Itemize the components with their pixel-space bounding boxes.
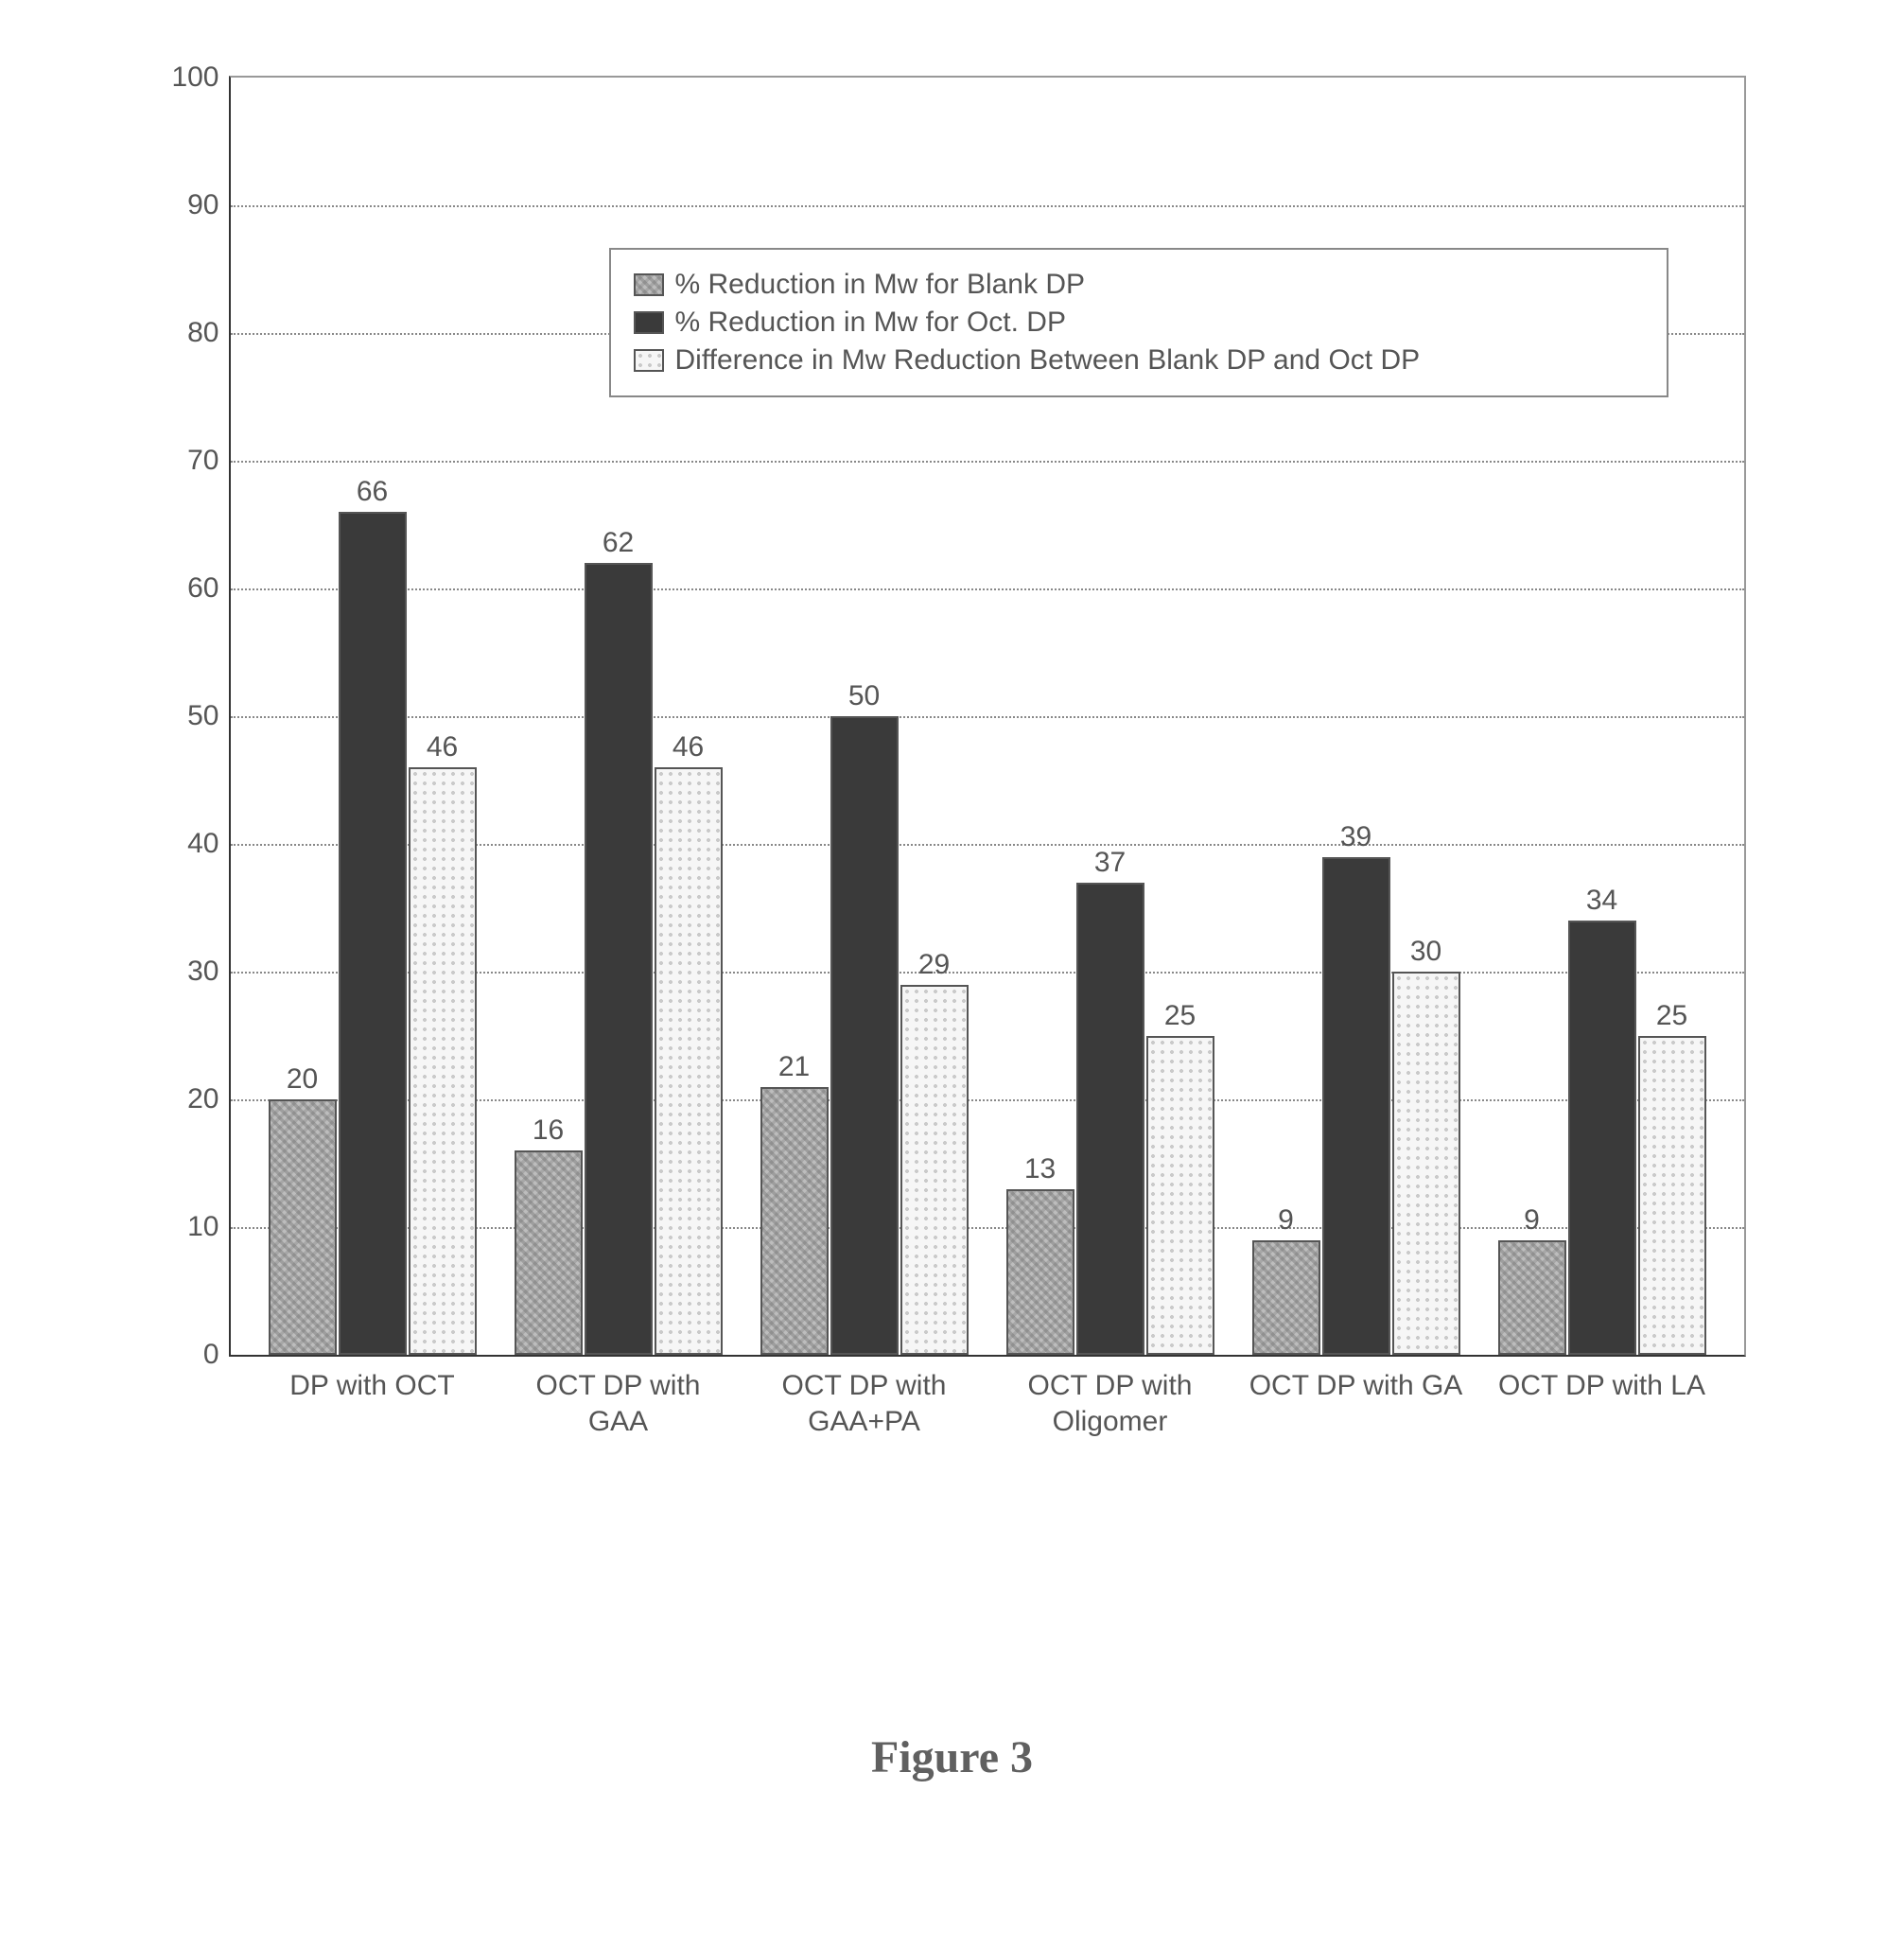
legend-swatch <box>634 273 664 296</box>
bar-value-label: 25 <box>1164 1000 1196 1032</box>
bar-group: 206646 <box>269 512 477 1355</box>
bar-group: 166246 <box>515 563 723 1355</box>
bar-value-label: 20 <box>287 1063 318 1096</box>
bar-blank: 9 <box>1252 1240 1320 1356</box>
x-tick-label: OCT DP with GA <box>1243 1355 1470 1404</box>
bar-diff: 29 <box>900 985 969 1356</box>
bar-value-label: 62 <box>603 527 634 559</box>
y-tick-label: 30 <box>187 956 230 988</box>
legend-row: % Reduction in Mw for Blank DP <box>634 269 1644 301</box>
bar-diff: 46 <box>655 767 723 1355</box>
x-tick-label: OCT DP with Oligomer <box>997 1355 1224 1439</box>
bar-group: 93425 <box>1498 921 1706 1355</box>
bar-value-label: 37 <box>1094 847 1126 879</box>
x-tick-label: OCT DP with LA <box>1489 1355 1716 1404</box>
y-tick-label: 10 <box>187 1211 230 1243</box>
bar-oct: 66 <box>339 512 407 1355</box>
bar-diff: 25 <box>1146 1036 1214 1356</box>
y-tick-label: 20 <box>187 1083 230 1115</box>
bar-diff: 46 <box>409 767 477 1355</box>
gridline <box>231 461 1744 463</box>
legend-swatch <box>634 349 664 372</box>
bar-oct: 50 <box>830 716 899 1355</box>
bar-group: 133725 <box>1006 883 1214 1356</box>
y-tick-label: 90 <box>187 189 230 221</box>
bar-blank: 13 <box>1006 1189 1074 1356</box>
bar-group: 215029 <box>760 716 969 1355</box>
bar-value-label: 39 <box>1340 821 1371 853</box>
bar-value-label: 29 <box>918 949 950 981</box>
bar-diff: 25 <box>1638 1036 1706 1356</box>
bar-value-label: 21 <box>778 1051 810 1083</box>
bar-blank: 21 <box>760 1087 829 1356</box>
gridline <box>231 205 1744 207</box>
bar-oct: 37 <box>1076 883 1144 1356</box>
plot-area: 0102030405060708090100% Reduction in Mw … <box>229 76 1746 1357</box>
x-tick-label: OCT DP with GAA <box>505 1355 732 1439</box>
legend-swatch <box>634 311 664 334</box>
bar-blank: 20 <box>269 1099 337 1355</box>
bar-value-label: 66 <box>357 476 388 508</box>
bar-value-label: 9 <box>1278 1204 1294 1237</box>
bar-diff: 30 <box>1392 972 1460 1355</box>
y-tick-label: 80 <box>187 317 230 349</box>
y-tick-label: 100 <box>171 61 230 94</box>
bar-value-label: 30 <box>1410 936 1441 968</box>
legend-label: Difference in Mw Reduction Between Blank… <box>675 344 1421 377</box>
legend-label: % Reduction in Mw for Oct. DP <box>675 307 1066 339</box>
bar-value-label: 46 <box>427 731 458 763</box>
bar-value-label: 25 <box>1656 1000 1687 1032</box>
bar-oct: 39 <box>1322 857 1390 1356</box>
bar-oct: 34 <box>1568 921 1636 1355</box>
legend-row: Difference in Mw Reduction Between Blank… <box>634 344 1644 377</box>
bar-group: 93930 <box>1252 857 1460 1356</box>
bar-value-label: 50 <box>848 680 880 712</box>
legend: % Reduction in Mw for Blank DP % Reductio… <box>609 248 1668 397</box>
y-tick-label: 0 <box>203 1339 231 1371</box>
bar-blank: 16 <box>515 1150 583 1355</box>
y-tick-label: 60 <box>187 572 230 605</box>
legend-label: % Reduction in Mw for Blank DP <box>675 269 1086 301</box>
x-tick-label: DP with OCT <box>259 1355 486 1404</box>
bar-value-label: 34 <box>1586 885 1617 917</box>
y-tick-label: 50 <box>187 700 230 732</box>
bar-value-label: 46 <box>673 731 704 763</box>
bar-value-label: 16 <box>533 1114 564 1147</box>
y-tick-label: 40 <box>187 828 230 860</box>
bar-value-label: 9 <box>1524 1204 1540 1237</box>
bar-oct: 62 <box>585 563 653 1355</box>
legend-row: % Reduction in Mw for Oct. DP <box>634 307 1644 339</box>
bar-value-label: 13 <box>1024 1153 1056 1185</box>
x-tick-label: OCT DP with GAA+PA <box>751 1355 978 1439</box>
y-tick-label: 70 <box>187 445 230 477</box>
chart-container: 0 10 20 30 40 50 60 70 80 90 100 % Reduction in Mw … <box>125 57 1780 1523</box>
bar-blank: 9 <box>1498 1240 1566 1356</box>
figure-caption: Figure 3 <box>57 1731 1847 1783</box>
